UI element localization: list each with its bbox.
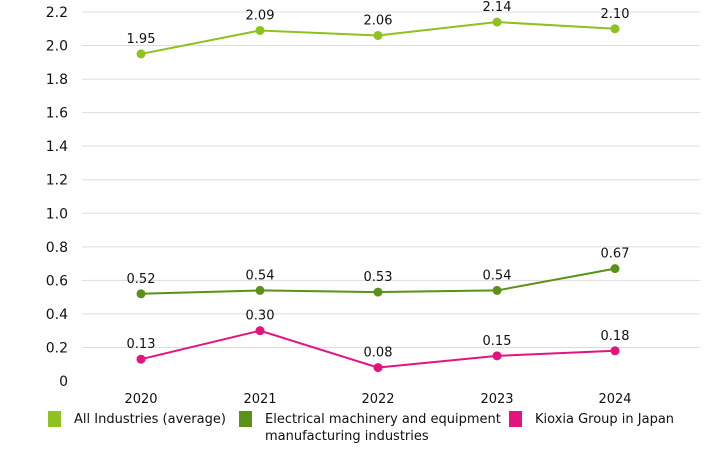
data-label: 2.10 — [601, 7, 630, 22]
y-tick-label: 1.4 — [46, 139, 68, 155]
x-tick-label: 2020 — [124, 392, 157, 405]
data-label: 0.54 — [246, 268, 275, 283]
data-point — [492, 285, 502, 295]
line-chart: 0 0.2 0.4 0.6 0.8 1.0 1.2 1.4 1.6 1.8 2.0 2.2 2020 20… — [46, 0, 700, 405]
data-label: 0.52 — [127, 272, 156, 287]
x-tick-label: 2021 — [243, 392, 276, 405]
data-point — [492, 17, 502, 27]
x-tick-label: 2024 — [598, 392, 631, 405]
legend-label-line1: Electrical machinery and equipment — [265, 412, 501, 427]
y-tick-label: 1.0 — [46, 206, 68, 222]
data-point — [373, 30, 383, 40]
y-tick-label: 0 — [59, 374, 68, 390]
data-label: 2.06 — [364, 13, 393, 28]
legend-label: All Industries (average) — [74, 412, 226, 427]
data-point — [255, 326, 265, 336]
data-point — [255, 285, 265, 295]
x-tick-label: 2022 — [361, 392, 394, 405]
data-point — [136, 354, 146, 364]
y-tick-label: 0.2 — [46, 340, 68, 356]
legend-swatch — [509, 411, 522, 427]
data-label: 2.09 — [246, 8, 275, 23]
legend-swatch — [48, 411, 61, 427]
data-label: 0.53 — [364, 270, 393, 285]
y-tick-label: 2.2 — [46, 5, 68, 21]
data-label: 2.14 — [483, 0, 512, 15]
y-tick-label: 2.0 — [46, 39, 68, 55]
y-tick-label: 1.6 — [46, 106, 68, 122]
y-tick-label: 0.6 — [46, 273, 68, 289]
data-label: 0.15 — [483, 334, 512, 349]
data-label: 0.18 — [601, 329, 630, 344]
data-label: 0.54 — [483, 268, 512, 283]
y-tick-label: 0.4 — [46, 307, 68, 323]
data-label: 0.67 — [601, 247, 630, 262]
data-label: 1.95 — [127, 32, 156, 47]
data-point — [492, 351, 502, 361]
data-point — [610, 264, 620, 274]
y-tick-label: 1.2 — [46, 173, 68, 189]
data-label: 0.08 — [364, 346, 393, 361]
legend-label-line2: manufacturing industries — [265, 429, 429, 444]
data-point — [373, 287, 383, 297]
y-tick-label: 1.8 — [46, 72, 68, 88]
data-point — [610, 346, 620, 356]
data-point — [136, 289, 146, 299]
data-label: 0.13 — [127, 337, 156, 352]
data-point — [136, 49, 146, 59]
y-tick-label: 0.8 — [46, 240, 68, 256]
data-point — [610, 24, 620, 34]
data-point — [373, 363, 383, 373]
data-point — [255, 25, 265, 35]
x-tick-label: 2023 — [480, 392, 513, 405]
legend-swatch — [239, 411, 252, 427]
data-label: 0.30 — [246, 309, 275, 324]
legend-label: Kioxia Group in Japan — [535, 412, 675, 427]
